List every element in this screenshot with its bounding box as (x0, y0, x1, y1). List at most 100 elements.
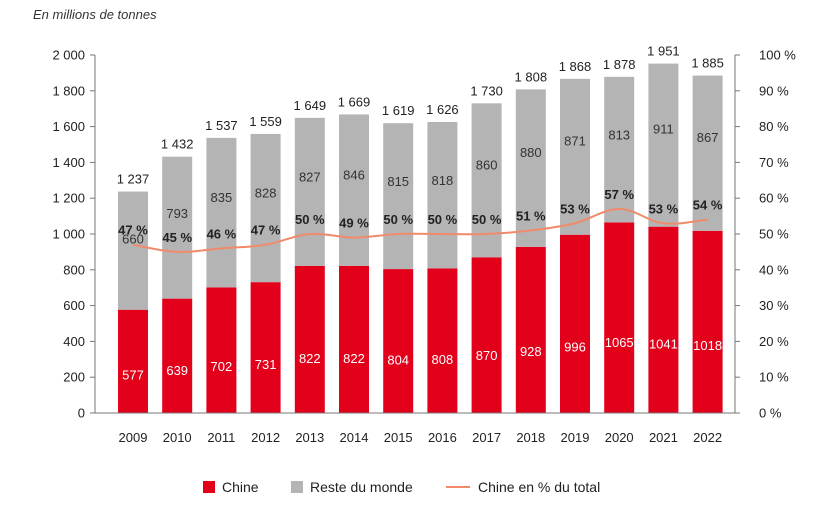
label-chine: 639 (166, 363, 188, 378)
label-total: 1 537 (205, 118, 238, 133)
label-pct: 57 % (604, 187, 634, 202)
x-tick-label: 2013 (295, 430, 324, 445)
legend-swatch-reste (291, 481, 303, 493)
label-reste-du-monde: 835 (211, 190, 233, 205)
bar-reste-du-monde (471, 103, 502, 258)
label-pct: 50 % (295, 212, 325, 227)
label-pct: 50 % (472, 212, 502, 227)
bar-chine (162, 298, 193, 413)
right-tick-label: 100 % (759, 48, 796, 63)
left-tick-label: 0 (78, 406, 85, 421)
bar-reste-du-monde (339, 114, 369, 266)
label-pct: 46 % (207, 226, 237, 241)
left-tick-label: 1 000 (52, 227, 85, 242)
label-reste-du-monde: 846 (343, 168, 365, 183)
x-tick-label: 2011 (207, 430, 235, 445)
left-tick-label: 200 (63, 370, 85, 385)
bar-chine (515, 246, 546, 413)
legend-label-chine: Chine (222, 479, 259, 495)
x-tick-label: 2015 (384, 430, 413, 445)
label-pct: 45 % (162, 230, 192, 245)
x-tick-label: 2022 (693, 430, 722, 445)
label-total: 1 432 (161, 137, 194, 152)
label-total: 1 868 (559, 59, 592, 74)
right-tick-label: 20 % (759, 334, 789, 349)
label-pct: 49 % (339, 216, 369, 231)
left-tick-label: 400 (63, 334, 85, 349)
x-tick-label: 2020 (605, 430, 634, 445)
right-tick-label: 70 % (759, 155, 789, 170)
bar-chine (206, 287, 237, 413)
label-chine: 731 (255, 357, 277, 372)
label-reste-du-monde: 813 (608, 128, 630, 143)
label-reste-du-monde: 828 (255, 186, 277, 201)
bar-reste-du-monde (515, 89, 546, 247)
bar-chine (560, 234, 590, 413)
label-total: 1 626 (426, 102, 459, 117)
x-axis: 2009 2010 2011 2012 2013 2014 2015 2016 2017 2018… (95, 412, 735, 445)
chart-subtitle: En millions de tonnes (33, 7, 157, 22)
x-tick-label: 2009 (119, 430, 148, 445)
bar-reste-du-monde (692, 75, 723, 231)
left-axis: 0 200 400 600 800 1 000 1 200 1 400 1 600 1 800 2 … (52, 48, 96, 421)
left-tick-label: 1 800 (52, 83, 85, 98)
label-reste-du-monde: 818 (432, 173, 454, 188)
bar-chine (604, 222, 635, 413)
label-total: 1 730 (470, 83, 503, 98)
label-reste-du-monde: 793 (166, 206, 188, 221)
bar-chine (692, 230, 723, 413)
data-labels: 577 660 1 237 639 793 1 432 702 835 1 537 731 828 1… (117, 44, 724, 383)
label-pct: 47 % (251, 223, 281, 238)
legend-swatch-chine (203, 481, 215, 493)
label-chine: 1065 (605, 335, 634, 350)
label-chine: 702 (211, 359, 233, 374)
label-reste-du-monde: 871 (564, 134, 586, 149)
label-reste-du-monde: 860 (476, 157, 498, 172)
right-tick-label: 0 % (759, 406, 782, 421)
bars (118, 63, 723, 413)
right-tick-label: 80 % (759, 119, 789, 134)
left-tick-label: 1 600 (52, 119, 85, 134)
bar-chine (648, 226, 679, 413)
bar-chine (250, 282, 281, 413)
label-chine: 870 (476, 348, 498, 363)
label-chine: 822 (299, 351, 321, 366)
left-tick-label: 1 400 (52, 155, 85, 170)
bar-reste-du-monde (604, 76, 635, 223)
x-tick-label: 2017 (472, 430, 501, 445)
pct-line-path (132, 207, 708, 253)
label-total: 1 649 (294, 98, 327, 113)
bar-reste-du-monde (648, 63, 679, 227)
label-total: 1 951 (647, 44, 680, 59)
label-pct: 51 % (516, 208, 546, 223)
left-tick-label: 2 000 (52, 48, 85, 63)
label-chine: 996 (564, 340, 586, 355)
bar-reste-du-monde (560, 78, 590, 235)
right-tick-label: 10 % (759, 370, 789, 385)
label-reste-du-monde: 867 (697, 130, 719, 145)
label-pct: 50 % (383, 212, 413, 227)
label-total: 1 619 (382, 103, 415, 118)
bar-chine (294, 265, 325, 413)
label-reste-du-monde: 827 (299, 170, 321, 185)
label-pct: 47 % (118, 223, 148, 238)
x-tick-label: 2019 (561, 430, 590, 445)
label-reste-du-monde: 911 (653, 121, 674, 136)
bar-chine (427, 268, 458, 413)
left-tick-label: 1 200 (52, 191, 85, 206)
bar-chine (118, 309, 148, 413)
x-tick-label: 2018 (516, 430, 545, 445)
legend: Chine Reste du monde Chine en % du total (203, 479, 600, 495)
label-chine: 1018 (693, 338, 722, 353)
right-tick-label: 40 % (759, 262, 789, 277)
label-pct: 50 % (428, 212, 458, 227)
label-reste-du-monde: 660 (122, 231, 144, 246)
x-tick-label: 2021 (649, 430, 678, 445)
bar-chine (383, 269, 414, 413)
label-chine: 928 (520, 344, 542, 359)
label-pct: 54 % (693, 198, 723, 213)
left-tick-label: 800 (63, 262, 85, 277)
right-tick-label: 30 % (759, 298, 789, 313)
x-tick-label: 2010 (163, 430, 192, 445)
